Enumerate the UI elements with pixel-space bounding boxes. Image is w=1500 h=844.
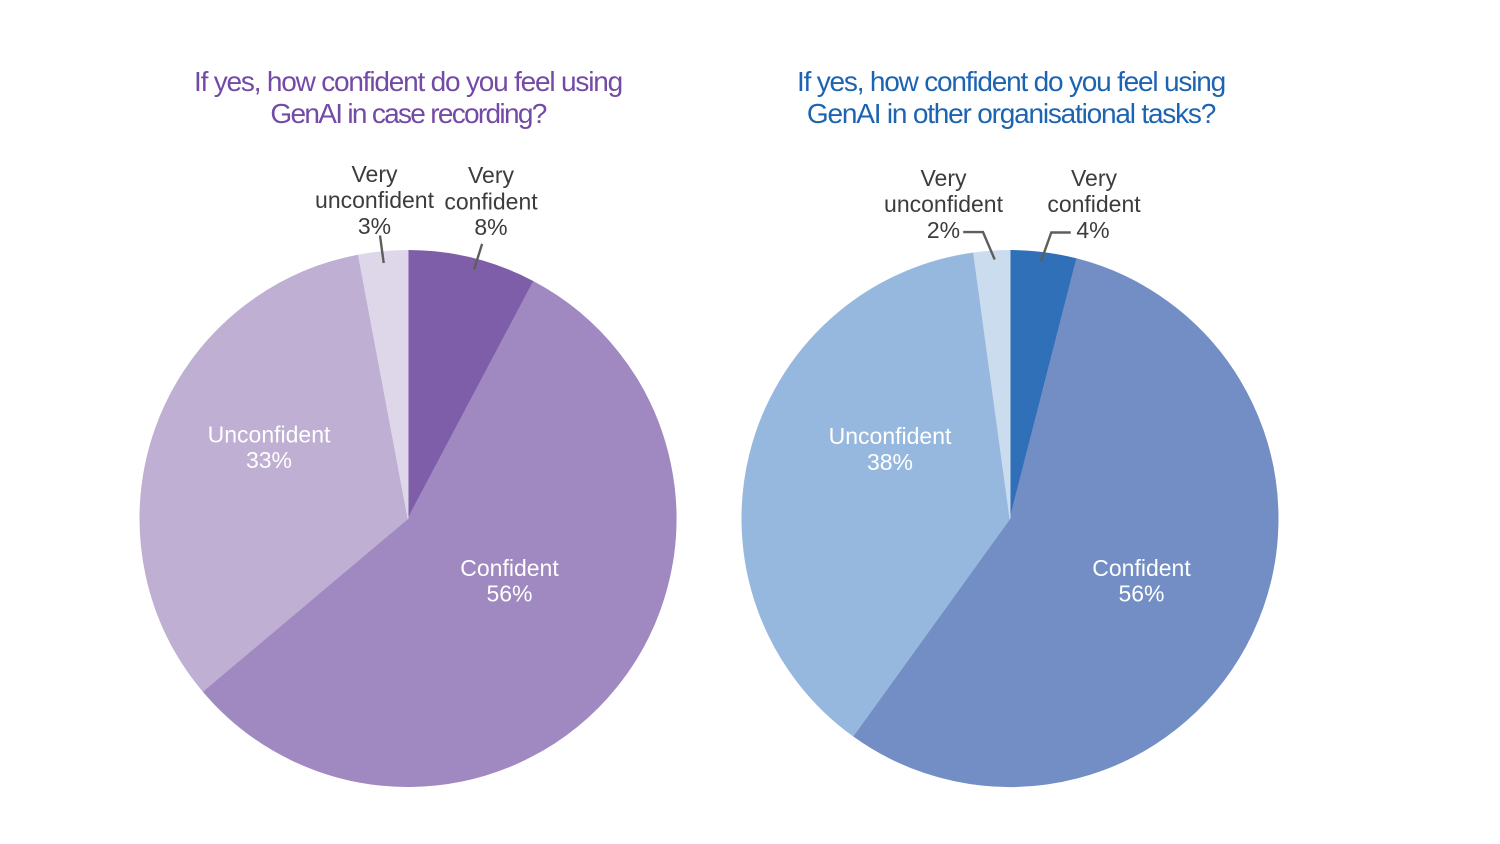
svg-text:2%: 2% — [927, 217, 960, 243]
svg-text:56%: 56% — [486, 581, 532, 607]
svg-text:4%: 4% — [1076, 217, 1109, 243]
svg-text:unconfident: unconfident — [884, 191, 1004, 217]
svg-text:If yes, how confident do you f: If yes, how confident do you feel using — [194, 66, 622, 97]
svg-text:38%: 38% — [867, 449, 913, 475]
svg-text:confident: confident — [444, 189, 538, 215]
svg-text:Confident: Confident — [1092, 555, 1191, 581]
svg-text:Unconfident: Unconfident — [829, 423, 952, 449]
svg-text:33%: 33% — [246, 447, 292, 473]
svg-text:56%: 56% — [1118, 581, 1164, 607]
svg-text:Very: Very — [351, 161, 398, 187]
svg-text:unconfident: unconfident — [315, 187, 435, 213]
svg-text:GenAI in case recording?: GenAI in case recording? — [270, 98, 546, 129]
svg-text:GenAI in other organisational: GenAI in other organisational tasks? — [807, 98, 1216, 129]
svg-text:Unconfident: Unconfident — [208, 422, 331, 448]
svg-text:Very: Very — [920, 165, 967, 191]
svg-text:confident: confident — [1047, 191, 1141, 217]
svg-text:Confident: Confident — [460, 555, 559, 581]
svg-text:Very: Very — [468, 162, 515, 188]
svg-text:3%: 3% — [358, 213, 391, 239]
svg-text:8%: 8% — [474, 214, 507, 240]
svg-text:Very: Very — [1071, 165, 1118, 191]
svg-text:If yes, how confident do you f: If yes, how confident do you feel using — [797, 66, 1225, 97]
